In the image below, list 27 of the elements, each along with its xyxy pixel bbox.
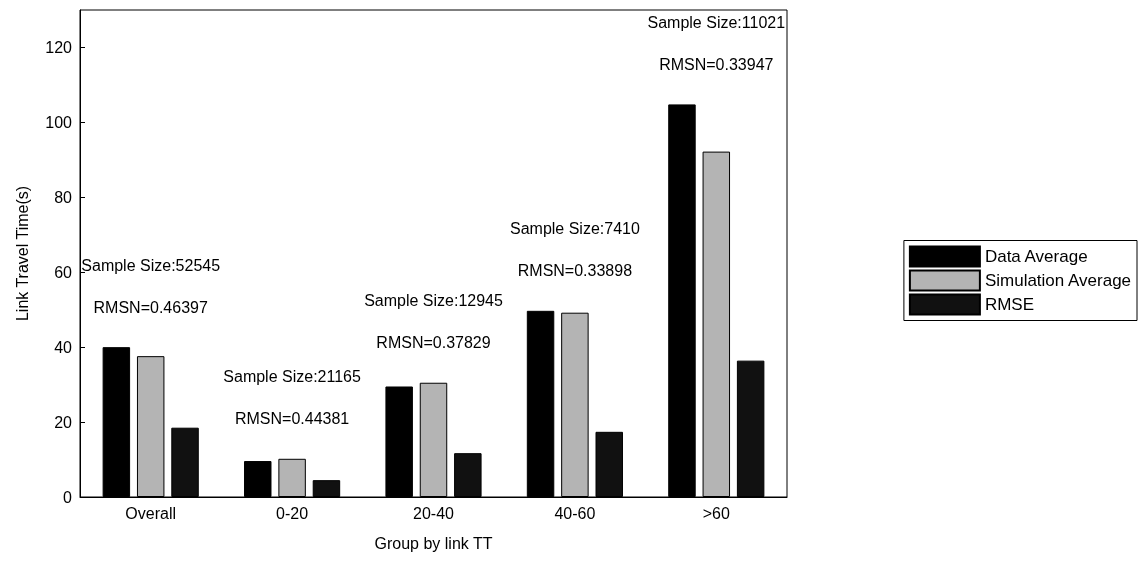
legend-label: RMSE <box>984 295 1035 314</box>
annotation: RMSN=0.44381 <box>234 410 350 428</box>
x-tick-label: 40-60 <box>554 504 596 522</box>
annotation: Sample Size:12945 <box>364 292 503 310</box>
annotation: Sample Size:11021 <box>647 13 786 31</box>
annotation: RMSN=0.46397 <box>93 298 208 316</box>
y-axis-title: Link Travel Time(s) <box>13 185 31 322</box>
y-tick-label: 20 <box>54 413 73 431</box>
x-tick-label: >60 <box>702 504 730 522</box>
x-tick-label: 0-20 <box>276 504 309 522</box>
annotation: Sample Size:52545 <box>81 256 221 274</box>
annotation: Sample Size:21165 <box>223 368 361 386</box>
y-tick-label: 40 <box>54 338 73 356</box>
y-tick-label: 0 <box>63 488 73 506</box>
annotation: RMSN=0.37829 <box>376 334 491 352</box>
y-tick-label: 100 <box>45 113 73 131</box>
y-tick-label: 80 <box>54 188 73 206</box>
annotation: RMSN=0.33947 <box>659 55 774 73</box>
annotation: RMSN=0.33898 <box>517 262 633 280</box>
y-tick-label: 120 <box>45 38 73 56</box>
legend-label: Data Average <box>984 247 1088 266</box>
x-tick-label: 20-40 <box>413 504 455 522</box>
legend-label: Simulation Average <box>984 271 1132 290</box>
x-axis-title: Group by link TT <box>374 534 493 552</box>
y-tick-label: 60 <box>54 263 73 281</box>
annotation: Sample Size:7410 <box>509 220 640 238</box>
x-tick-label: Overall <box>125 504 177 522</box>
